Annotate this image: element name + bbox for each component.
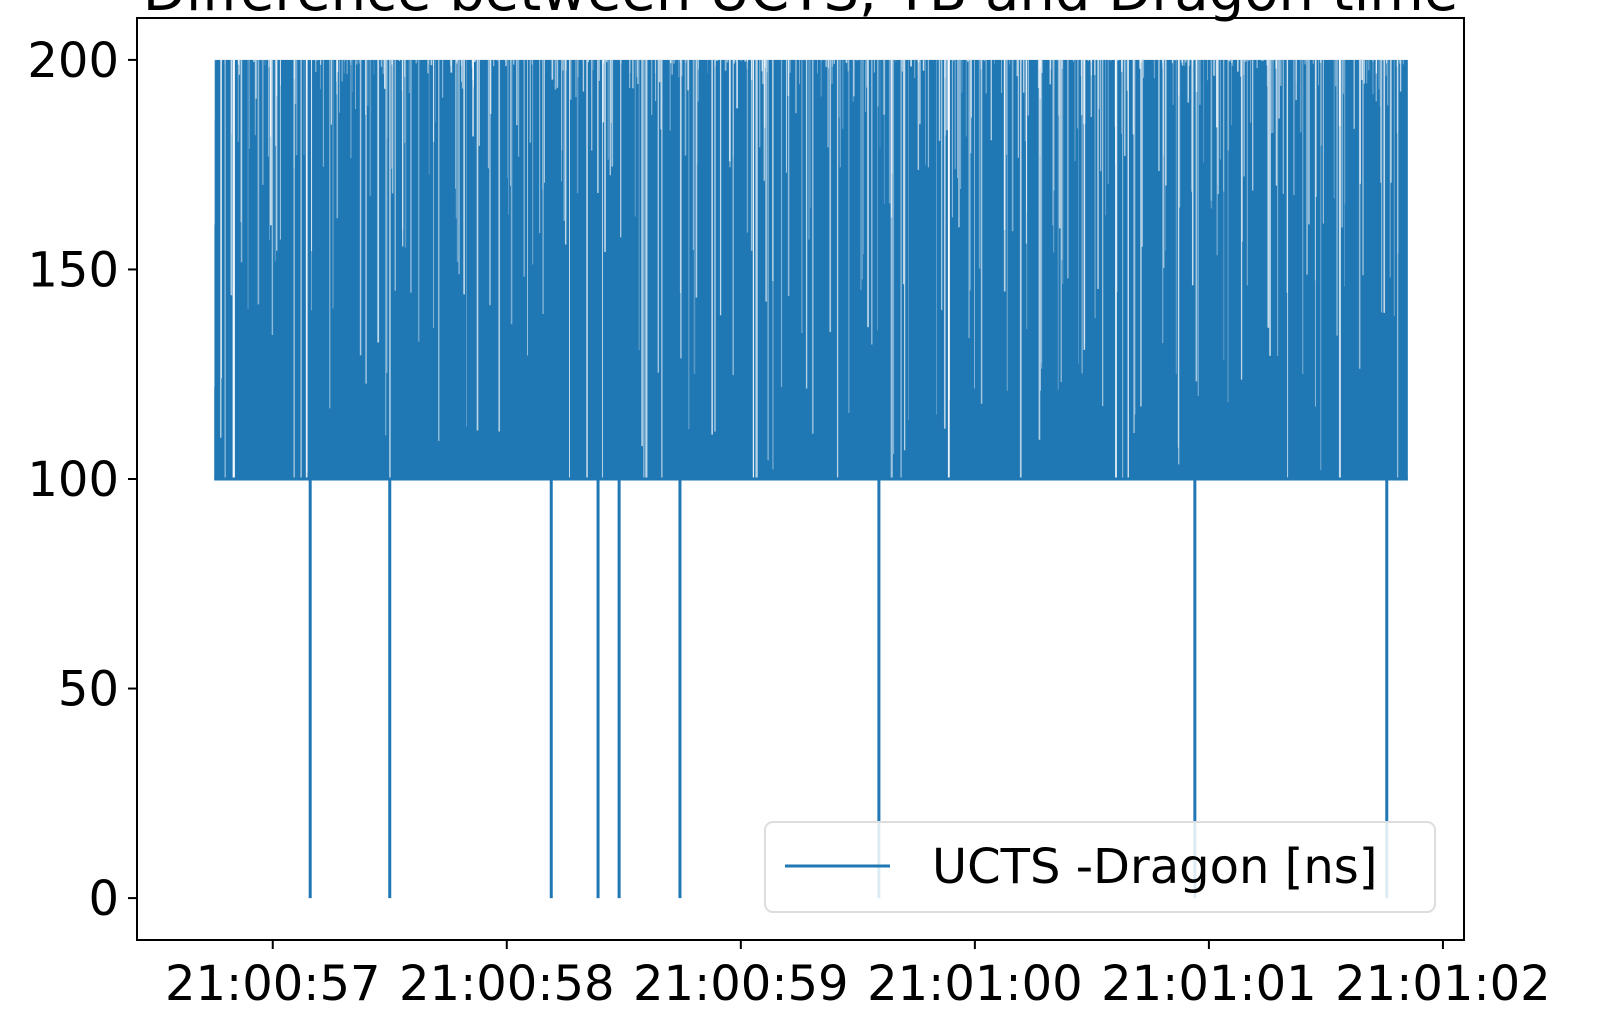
chart-title: Difference between UCTS, TB and Dragon t… [143,0,1459,24]
y-tick-label: 150 [27,242,119,298]
legend-box [764,821,1436,913]
x-tick-label: 21:00:57 [165,956,381,1012]
legend-label: UCTS -Dragon [ns] [932,839,1378,895]
legend: UCTS -Dragon [ns] [764,821,1436,913]
x-tick-label: 21:00:59 [633,956,849,1012]
y-tick-label: 0 [88,871,119,927]
x-axis: 21:00:57 21:00:58 21:00:59 21:01:00 21:01:01… [165,940,1551,1012]
y-axis: 0 50 100 150 200 [27,33,137,927]
y-tick-label: 200 [27,33,119,89]
series-band-texture [213,59,1404,479]
y-tick-label: 50 [58,662,119,718]
x-tick-label: 21:01:02 [1335,956,1551,1012]
x-tick-label: 21:01:00 [867,956,1083,1012]
series-band [214,59,1408,480]
y-tick-label: 100 [27,452,119,508]
x-tick-label: 21:00:58 [399,956,615,1012]
series-layer [213,59,1408,899]
x-tick-label: 21:01:01 [1101,956,1317,1012]
